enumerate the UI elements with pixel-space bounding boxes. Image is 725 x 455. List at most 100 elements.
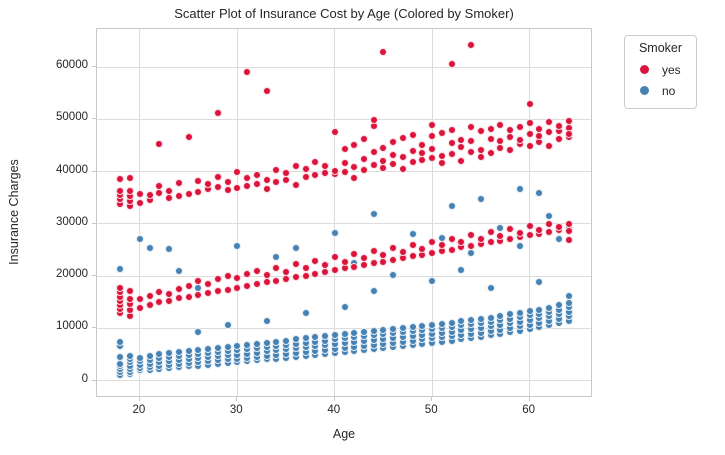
data-point-yes [389,150,398,159]
data-point-yes [116,186,125,195]
data-point-no [369,286,378,295]
gridline-vertical [431,29,433,396]
data-point-no [233,241,242,250]
gridline-vertical [139,29,141,396]
data-point-yes [321,268,330,277]
data-point-yes [272,177,281,186]
data-point-yes [486,228,495,237]
data-point-yes [398,134,407,143]
data-point-no [243,340,252,349]
data-point-yes [428,144,437,153]
data-point-no [389,325,398,333]
data-point-yes [496,137,505,146]
data-point-yes [545,128,554,137]
data-point-no [506,310,515,319]
data-point-yes [321,169,330,178]
data-point-yes [476,145,485,154]
data-point-yes [457,136,466,145]
data-point-yes [282,274,291,283]
data-point-yes [165,289,174,298]
y-tick-label: 30000 [56,215,88,228]
data-point-yes [467,231,476,240]
data-point-yes [360,154,368,163]
data-point-yes [174,178,183,187]
data-point-no [233,341,242,350]
data-point-no [369,210,378,219]
data-point-yes [262,87,271,96]
data-point-yes [204,179,213,188]
data-point-yes [340,145,349,154]
y-tick-mark [92,379,96,381]
data-point-no [272,337,281,346]
data-point-no [165,349,174,358]
data-point-yes [233,167,242,176]
data-point-yes [525,130,534,139]
data-point-no [165,245,174,254]
data-point-yes [428,132,437,141]
data-point-no [223,321,232,330]
data-point-yes [418,140,427,149]
data-point-yes [447,149,456,158]
data-point-yes [116,283,125,292]
data-point-yes [135,303,144,312]
data-point-yes [145,292,154,301]
data-point-yes [126,294,135,303]
y-tick-mark [92,170,96,172]
data-point-yes [486,238,495,247]
data-point-yes [554,121,563,130]
data-point-yes [564,219,573,228]
data-point-no [262,338,271,347]
data-point-yes [194,277,203,286]
data-point-yes [389,159,398,168]
data-point-yes [330,166,339,175]
data-point-yes [360,135,368,144]
data-point-yes [194,187,203,196]
data-point-yes [301,173,310,182]
data-point-no [554,234,563,243]
data-point-yes [252,179,261,188]
x-tick-label: 20 [132,404,146,416]
data-point-yes [135,189,144,198]
data-point-no [496,224,505,233]
data-point-yes [525,142,534,151]
data-point-no [428,320,437,329]
y-axis-label: Insurance Charges [7,159,21,265]
data-point-no [272,253,281,262]
data-point-yes [291,180,300,189]
data-point-no [223,342,232,351]
data-point-yes [272,166,281,175]
data-point-yes [379,47,388,56]
data-point-yes [457,238,466,247]
data-point-yes [184,292,193,301]
data-point-no [535,305,544,314]
data-point-yes [437,241,446,250]
data-point-yes [126,187,135,196]
gridline-vertical [529,29,531,396]
data-point-yes [486,134,495,143]
data-point-yes [369,116,378,125]
data-point-yes [389,256,398,265]
data-point-no [116,353,125,362]
data-point-yes [369,161,378,170]
data-point-no [174,348,183,356]
x-tick-mark [528,397,530,401]
data-point-no [116,337,125,346]
data-point-yes [389,243,398,252]
data-point-yes [126,173,135,182]
data-point-yes [486,124,495,133]
data-point-no [155,350,164,359]
gridline-horizontal [97,380,591,382]
data-point-yes [545,220,554,229]
data-point-yes [126,286,135,295]
data-point-yes [213,275,222,284]
data-point-yes [408,252,417,261]
data-point-yes [272,276,281,285]
data-point-yes [408,131,417,140]
data-point-yes [340,159,349,168]
data-point-no [398,323,407,332]
data-point-yes [165,186,174,195]
data-point-no [135,235,144,244]
data-point-yes [515,135,524,144]
data-point-yes [545,141,554,150]
